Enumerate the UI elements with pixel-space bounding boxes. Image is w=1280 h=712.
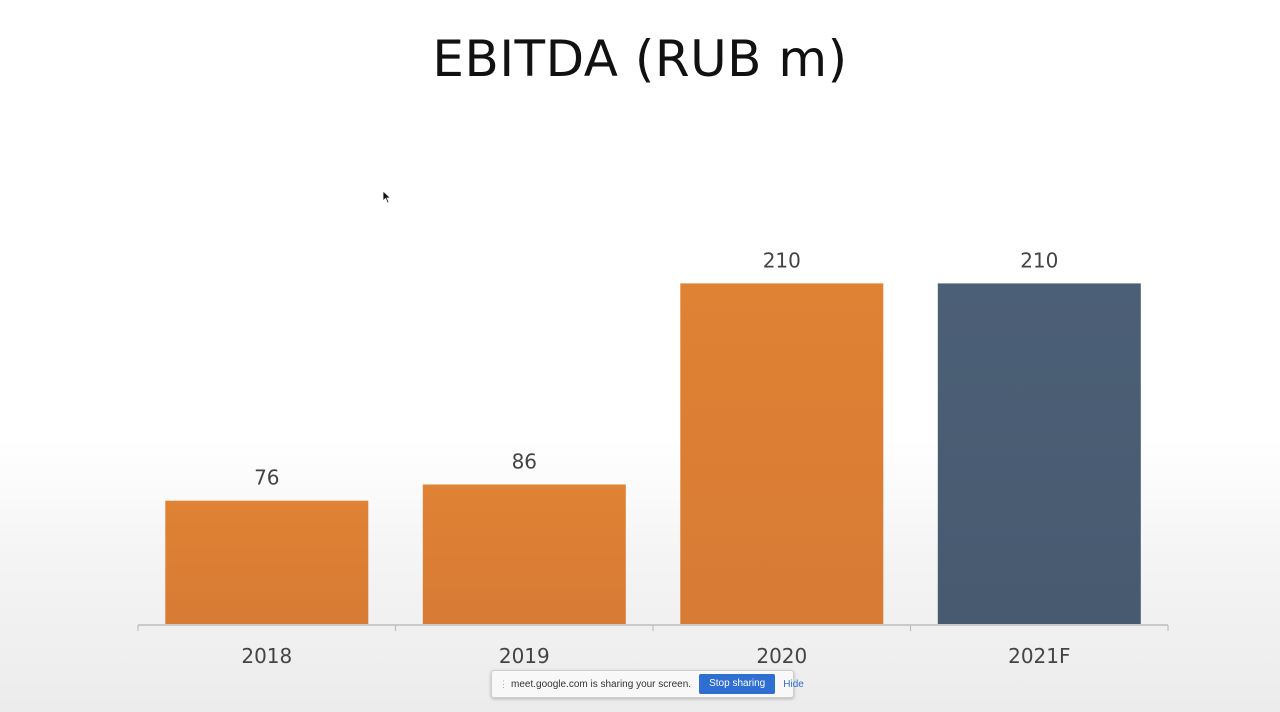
x-tick-label-2018: 2018 [241, 644, 292, 668]
drag-handle-icon[interactable]: ⋮ [499, 678, 508, 689]
screen-share-message: meet.google.com is sharing your screen. [511, 678, 692, 690]
bar-2020 [680, 283, 884, 624]
labels-layer: 76 2018 86 2019 210 2020 210 2021F [241, 248, 1070, 668]
bar-2021F [937, 283, 1141, 624]
bar-2019 [422, 484, 626, 624]
screen-share-bar: ⋮ meet.google.com is sharing your screen… [491, 670, 804, 698]
data-label-2020: 210 [763, 248, 801, 272]
stop-sharing-button[interactable]: Stop sharing [699, 674, 776, 694]
hide-button[interactable]: Hide [783, 678, 804, 690]
x-tick-label-2020: 2020 [756, 644, 807, 668]
x-axis [137, 624, 1169, 631]
data-label-2019: 86 [512, 450, 537, 474]
chart-title: EBITDA (RUB m) [432, 30, 848, 88]
data-label-2021F: 210 [1020, 248, 1058, 272]
data-label-2018: 76 [254, 466, 279, 490]
x-tick-label-2021F: 2021F [1008, 644, 1070, 668]
bars-layer [165, 283, 1141, 624]
bar-2018 [165, 500, 369, 624]
x-tick-label-2019: 2019 [499, 644, 550, 668]
mouse-cursor-icon [382, 190, 392, 204]
